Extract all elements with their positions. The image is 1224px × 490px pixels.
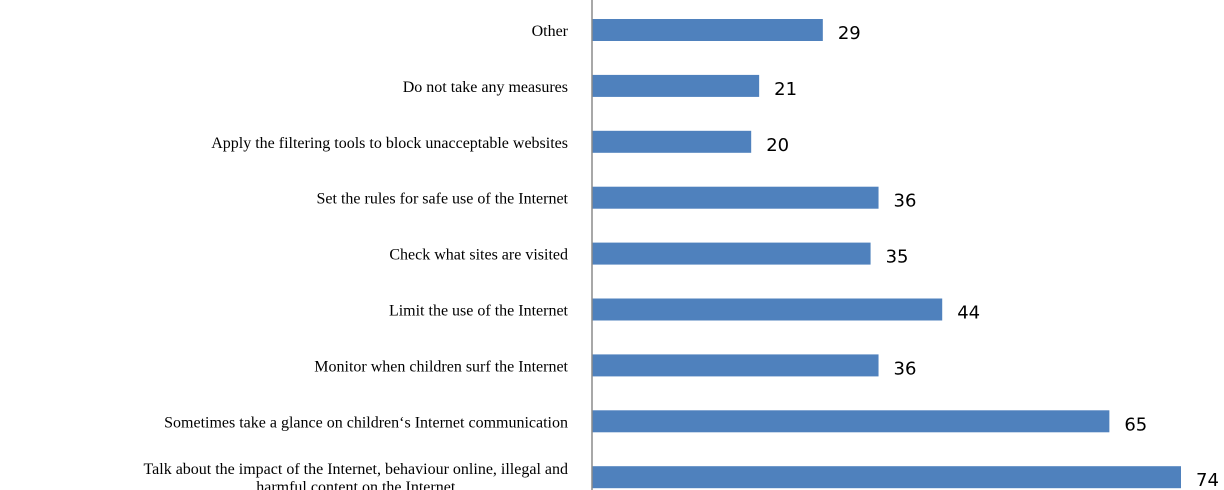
category-label-line: Talk about the impact of the Internet, b… — [143, 461, 568, 478]
value-label: 35 — [886, 247, 909, 268]
category-label: Set the rules for safe use of the Intern… — [317, 191, 569, 208]
value-label: 20 — [766, 135, 789, 156]
category-label: Other — [532, 23, 569, 40]
value-label: 21 — [774, 79, 797, 100]
bar — [592, 242, 871, 265]
category-label-line: Sometimes take a glance on children‘s In… — [164, 414, 568, 431]
value-label: 36 — [894, 191, 917, 212]
bars-group — [592, 19, 1181, 489]
category-label: Limit the use of the Internet — [389, 303, 569, 320]
bar — [592, 130, 752, 153]
category-label: Do not take any measures — [403, 79, 568, 96]
category-label: Sometimes take a glance on children‘s In… — [164, 414, 568, 431]
category-label: Monitor when children surf the Internet — [314, 358, 568, 375]
value-label: 44 — [957, 303, 980, 324]
category-label-line: Do not take any measures — [403, 79, 568, 96]
category-labels-group: Other Do not take any measures Apply the f… — [143, 23, 568, 490]
category-label-line: Other — [532, 23, 569, 40]
category-label: Check what sites are visited — [389, 247, 568, 264]
value-label: 36 — [894, 358, 917, 379]
category-label-line: Monitor when children surf the Internet — [314, 358, 568, 375]
bar — [592, 410, 1110, 433]
value-labels-group: 29 21 20 36 35 44 36 65 74 — [766, 23, 1219, 490]
bar — [592, 354, 879, 377]
category-label-line: Set the rules for safe use of the Intern… — [317, 191, 569, 208]
category-label: Apply the filtering tools to block unacc… — [211, 135, 568, 152]
bar — [592, 74, 760, 97]
category-label: Talk about the impact of the Internet, b… — [143, 461, 568, 490]
bar — [592, 466, 1181, 489]
bar — [592, 298, 943, 321]
value-label: 74 — [1196, 470, 1219, 490]
category-label-line: Limit the use of the Internet — [389, 303, 569, 320]
value-label: 65 — [1124, 414, 1147, 435]
value-label: 29 — [838, 23, 861, 44]
category-label-line: Check what sites are visited — [389, 247, 568, 264]
bar — [592, 186, 879, 209]
category-label-line: Apply the filtering tools to block unacc… — [211, 135, 568, 152]
bar — [592, 19, 823, 41]
category-label-line: harmful content on the Internet — [256, 479, 456, 490]
